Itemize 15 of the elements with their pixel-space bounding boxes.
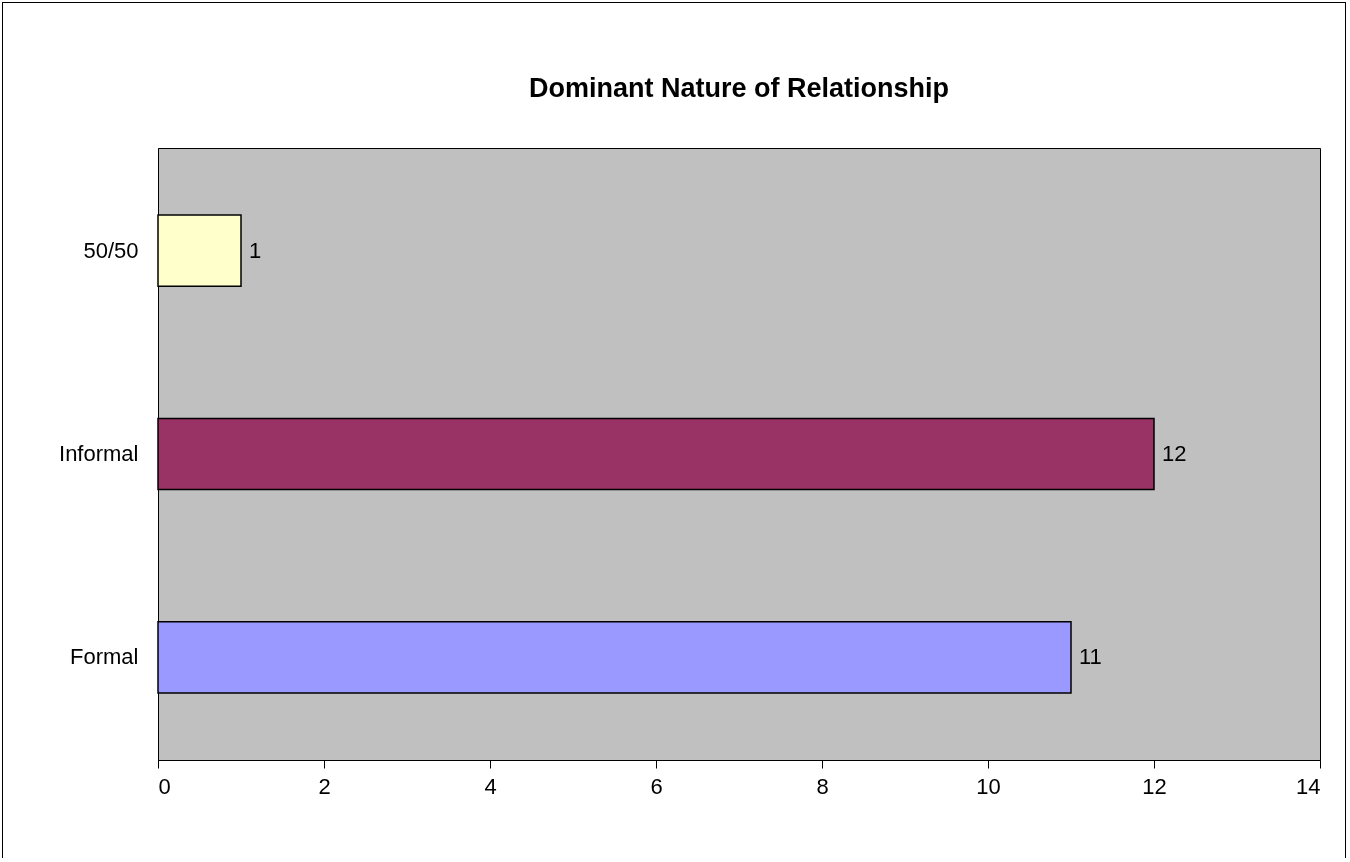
x-tick-label: 12: [1142, 773, 1167, 799]
x-tick-label: 6: [650, 773, 663, 799]
y-tick-label: 50/50: [83, 237, 139, 263]
x-tick-label: 0: [158, 773, 171, 799]
chart-title: Dominant Nature of Relationship: [528, 73, 950, 103]
y-tick-label: Informal: [59, 441, 139, 466]
data-label: 12: [1162, 441, 1187, 466]
x-tick-label: 8: [816, 773, 829, 799]
x-tick-label: 2: [318, 773, 331, 799]
x-tick-label: 10: [976, 773, 1001, 799]
data-label: 1: [249, 237, 262, 263]
data-label: 11: [1079, 644, 1102, 670]
y-tick-label: Formal: [70, 644, 139, 670]
x-tick-label: 4: [484, 773, 497, 799]
x-tick-label: 14: [1296, 773, 1321, 799]
